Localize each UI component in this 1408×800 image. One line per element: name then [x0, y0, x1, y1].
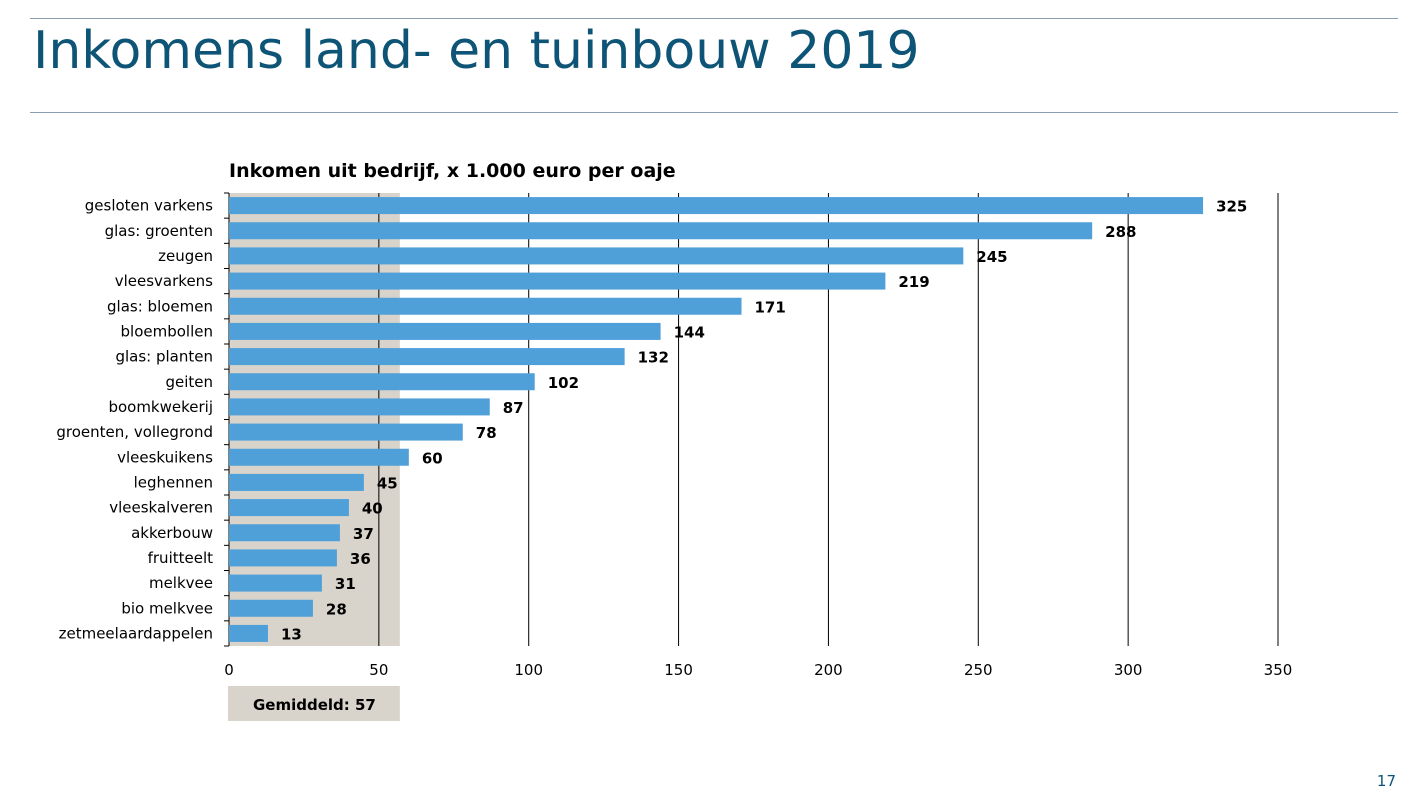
- category-label: boomkwekerij: [108, 398, 213, 416]
- average-band: [229, 193, 400, 646]
- category-label: glas: groenten: [105, 222, 213, 240]
- title-underline: [30, 112, 1398, 113]
- category-label: bio melkvee: [121, 599, 213, 617]
- x-tick-label: 200: [814, 661, 843, 679]
- x-tick-label: 250: [964, 661, 993, 679]
- data-label: 171: [755, 298, 786, 316]
- bar: [229, 297, 742, 315]
- bar: [229, 322, 661, 340]
- data-label: 36: [350, 550, 371, 568]
- average-box: [228, 686, 400, 721]
- category-label: vleesvarkens: [115, 272, 213, 290]
- data-label: 60: [422, 449, 443, 467]
- data-label: 102: [548, 374, 579, 392]
- bar: [229, 499, 349, 517]
- bar: [229, 524, 340, 542]
- chart-title: Inkomen uit bedrijf, x 1.000 euro per oa…: [229, 160, 676, 182]
- bar: [229, 247, 964, 265]
- bar: [229, 549, 337, 567]
- bar: [229, 348, 625, 366]
- bar: [229, 473, 364, 491]
- x-tick-label: 150: [664, 661, 693, 679]
- category-label: bloembollen: [121, 322, 213, 340]
- bars: [229, 197, 1204, 642]
- data-label: 132: [638, 349, 669, 367]
- data-label: 78: [476, 424, 497, 442]
- bar: [229, 423, 463, 441]
- data-label: 28: [326, 600, 347, 618]
- page-number: 17: [1376, 772, 1396, 790]
- average-label: Gemiddeld: 57: [253, 696, 376, 714]
- data-label: 87: [503, 399, 524, 417]
- bar: [229, 222, 1093, 240]
- x-tick-label: 0: [224, 661, 234, 679]
- x-tick-label: 350: [1264, 661, 1293, 679]
- bar: [229, 373, 535, 391]
- data-label: 45: [377, 474, 398, 492]
- x-tick-label: 100: [514, 661, 543, 679]
- data-label: 37: [353, 525, 374, 543]
- category-label: groenten, vollegrond: [56, 423, 213, 441]
- category-label: zeugen: [158, 247, 213, 265]
- bar: [229, 197, 1204, 215]
- category-label: fruitteelt: [148, 549, 214, 567]
- category-label: leghennen: [134, 473, 213, 491]
- data-label: 31: [335, 575, 356, 593]
- category-labels: gesloten varkens glas: groenten zeugen vlee…: [56, 197, 213, 643]
- bar: [229, 599, 313, 617]
- category-label: geiten: [165, 373, 213, 391]
- category-label: melkvee: [149, 574, 213, 592]
- data-label: 245: [976, 248, 1007, 266]
- category-label: glas: bloemen: [107, 297, 213, 315]
- category-label: gesloten varkens: [85, 197, 213, 215]
- data-label: 219: [898, 273, 929, 291]
- data-labels: 325 288 245 219 171 144 132 102 87 78 60 45 40 37 36 31…: [281, 198, 1247, 644]
- data-label: 325: [1216, 198, 1247, 216]
- bar: [229, 448, 409, 466]
- bar: [229, 574, 322, 592]
- data-label: 144: [674, 323, 705, 341]
- bar: [229, 398, 490, 416]
- category-label: vleeskuikens: [117, 448, 213, 466]
- category-label: akkerbouw: [131, 524, 213, 542]
- x-tick-label: 50: [369, 661, 388, 679]
- x-tick-label: 300: [1114, 661, 1143, 679]
- data-label: 40: [362, 500, 383, 518]
- category-label: vleeskalveren: [109, 499, 213, 517]
- bar: [229, 272, 886, 290]
- data-label: 13: [281, 625, 302, 643]
- x-axis-ticks: 0 50 100 150 200 250 300 350: [224, 661, 1292, 679]
- bar: [229, 624, 268, 642]
- grid-lines: [224, 192, 1279, 647]
- top-rule: [30, 18, 1398, 19]
- category-label: zetmeelaardappelen: [59, 624, 213, 642]
- data-label: 288: [1105, 223, 1136, 241]
- category-label: glas: planten: [115, 348, 213, 366]
- slide-title: Inkomens land- en tuinbouw 2019: [33, 21, 920, 81]
